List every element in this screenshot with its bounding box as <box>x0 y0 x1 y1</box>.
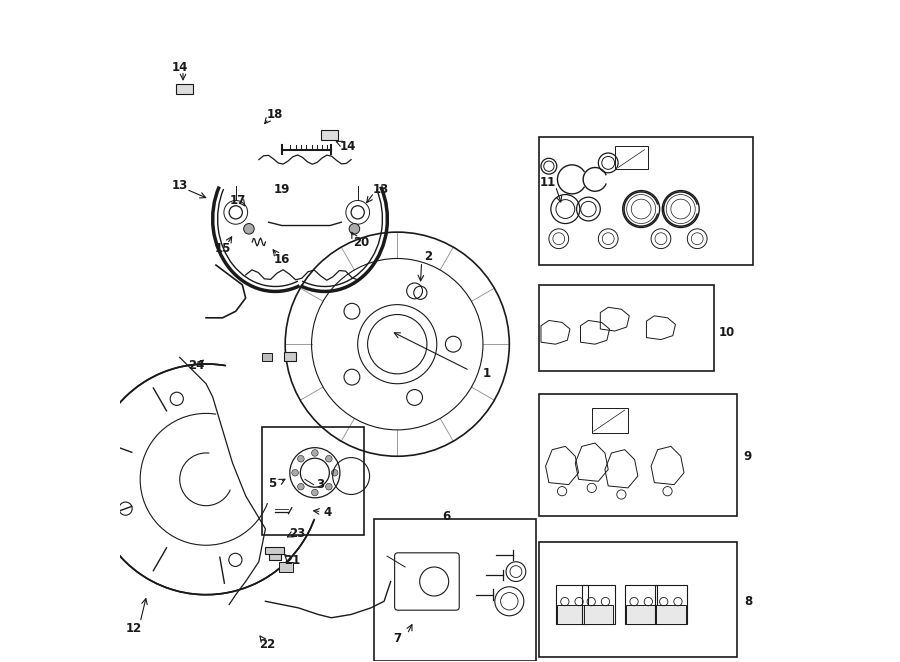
Circle shape <box>331 469 338 476</box>
Circle shape <box>349 224 360 234</box>
Text: 15: 15 <box>214 242 230 255</box>
Bar <box>625 585 658 624</box>
Bar <box>266 547 284 554</box>
Text: 3: 3 <box>316 478 324 491</box>
Bar <box>582 585 615 624</box>
Text: 20: 20 <box>353 236 369 248</box>
Text: 17: 17 <box>230 194 246 207</box>
Bar <box>654 585 688 624</box>
Bar <box>615 146 648 169</box>
Text: 21: 21 <box>284 554 300 567</box>
Text: 23: 23 <box>289 527 305 540</box>
Text: 22: 22 <box>259 638 275 651</box>
Bar <box>557 604 587 624</box>
Bar <box>656 604 686 624</box>
Text: 4: 4 <box>324 506 332 519</box>
Circle shape <box>298 455 304 462</box>
Text: 9: 9 <box>743 449 752 463</box>
Text: 10: 10 <box>719 326 735 339</box>
Bar <box>262 353 272 361</box>
Bar <box>321 130 338 140</box>
Text: 5: 5 <box>268 477 276 491</box>
Circle shape <box>311 449 319 456</box>
Bar <box>279 562 293 571</box>
Text: 8: 8 <box>743 594 752 608</box>
Bar <box>269 552 281 560</box>
Text: 14: 14 <box>172 61 188 73</box>
Text: 16: 16 <box>274 254 290 266</box>
Text: 14: 14 <box>339 140 356 153</box>
Circle shape <box>244 224 254 234</box>
Bar <box>555 585 589 624</box>
Bar <box>626 604 656 624</box>
Text: 24: 24 <box>188 359 204 372</box>
Text: 2: 2 <box>424 250 432 263</box>
Circle shape <box>311 489 319 496</box>
Text: 6: 6 <box>443 510 451 524</box>
Bar <box>583 604 613 624</box>
Text: 13: 13 <box>172 179 188 193</box>
Text: 7: 7 <box>393 632 401 645</box>
Circle shape <box>326 483 332 490</box>
Text: 1: 1 <box>482 367 491 381</box>
Wedge shape <box>206 363 325 520</box>
Circle shape <box>326 455 332 462</box>
Bar <box>591 408 628 433</box>
Text: 19: 19 <box>274 183 290 196</box>
Circle shape <box>292 469 299 476</box>
Text: 11: 11 <box>539 176 555 189</box>
Bar <box>284 352 296 361</box>
Bar <box>176 84 193 94</box>
Text: 13: 13 <box>373 183 389 196</box>
Circle shape <box>298 483 304 490</box>
Text: 12: 12 <box>125 622 141 636</box>
Text: 18: 18 <box>267 109 284 121</box>
